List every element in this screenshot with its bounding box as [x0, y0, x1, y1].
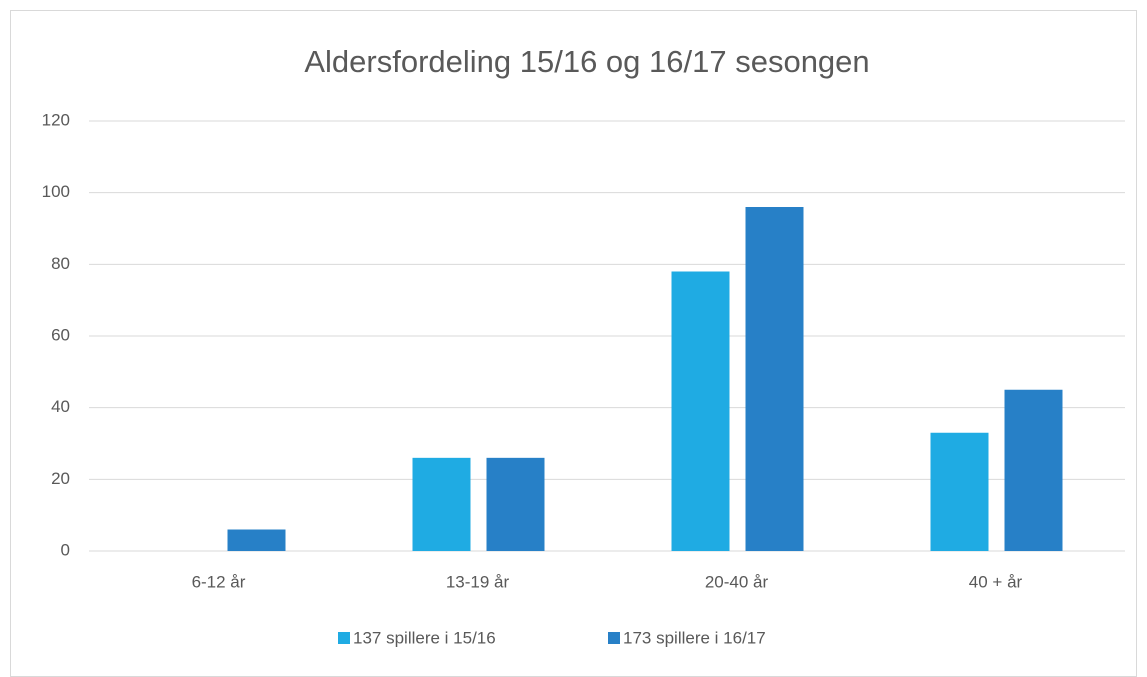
chart-border [10, 10, 1137, 677]
y-tick-label: 80 [51, 254, 70, 273]
chart-title: Aldersfordeling 15/16 og 16/17 sesongen [304, 44, 869, 79]
y-tick-label: 100 [42, 182, 70, 201]
bar [412, 457, 471, 551]
bar [671, 271, 730, 551]
x-tick-label: 6-12 år [192, 572, 246, 591]
x-tick-label: 20-40 år [705, 572, 769, 591]
x-tick-label: 13-19 år [446, 572, 510, 591]
y-tick-label: 0 [61, 540, 70, 559]
legend-swatch [608, 632, 620, 644]
y-tick-label: 60 [51, 325, 70, 344]
legend-label: 137 spillere i 15/16 [353, 628, 496, 647]
bar [1004, 389, 1063, 551]
bar [745, 207, 804, 551]
y-tick-label: 40 [51, 397, 70, 416]
x-tick-label: 40 + år [969, 572, 1023, 591]
legend-swatch [338, 632, 350, 644]
bar [227, 529, 286, 551]
legend-label: 173 spillere i 16/17 [623, 628, 766, 647]
bar [930, 432, 989, 551]
y-tick-label: 120 [42, 110, 70, 129]
bar [486, 457, 545, 551]
y-tick-label: 20 [51, 469, 70, 488]
